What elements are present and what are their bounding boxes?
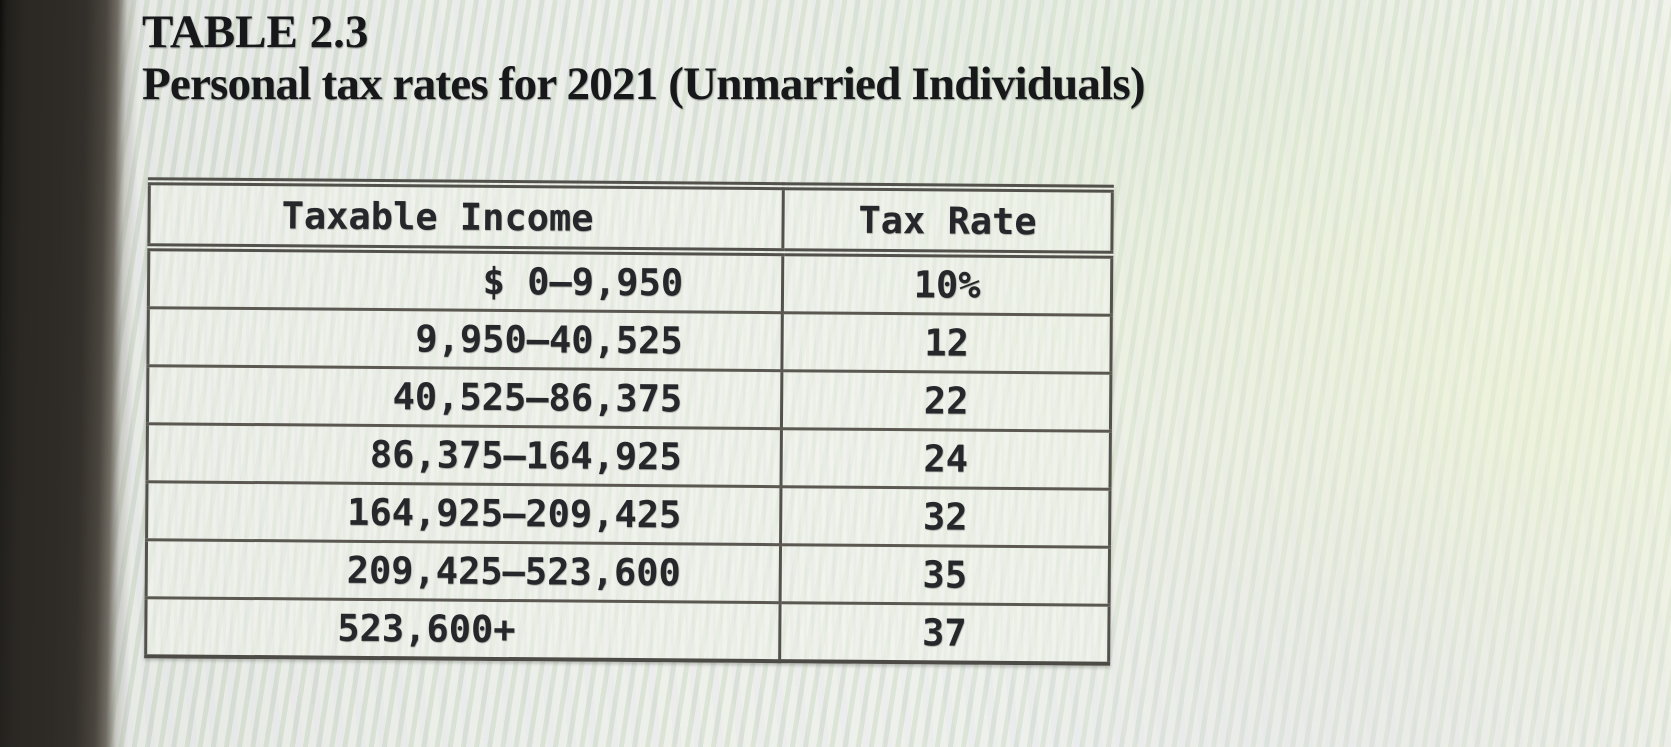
income-cell: 523,600+ <box>145 597 781 662</box>
screen-bezel-shadow <box>0 0 141 747</box>
rate-cell: 32 <box>780 486 1110 548</box>
income-cell: $ 0–9,950 <box>148 247 783 313</box>
rate-cell: 12 <box>781 312 1112 374</box>
tax-table-head: Taxable Income Tax Rate <box>148 181 1113 255</box>
table-row: 523,600+ 37 <box>145 597 1109 664</box>
rate-cell: 10% <box>782 252 1112 316</box>
table-number: TABLE 2.3 <box>142 6 369 58</box>
taxable-income-header: Taxable Income <box>148 181 784 253</box>
income-cell: 86,375–164,925 <box>147 423 782 487</box>
rate-cell: 24 <box>780 428 1111 490</box>
rate-cell: 37 <box>921 611 967 655</box>
table-row: $ 0–9,950 10% <box>148 247 1112 316</box>
income-cell: 209,425–523,600 <box>146 539 781 603</box>
header-row: Taxable Income Tax Rate <box>148 181 1113 255</box>
income-cell: 9,950–40,525 <box>147 307 783 371</box>
table-caption: TABLE 2.3 Personal tax rates for 2021 (U… <box>142 6 1146 111</box>
table-row: 9,950–40,525 12 <box>147 307 1112 374</box>
tax-rate-header: Tax Rate <box>782 186 1113 255</box>
income-cell: 164,925–209,425 <box>146 481 781 545</box>
table-row: 86,375–164,925 24 <box>147 423 1111 490</box>
rate-cell: 22 <box>781 370 1111 432</box>
table-row: 40,525–86,375 22 <box>147 365 1111 432</box>
tax-table: Taxable Income Tax Rate $ 0–9,950 10% 9,… <box>144 177 1114 666</box>
table-title: Personal tax rates for 2021 (Unmarried I… <box>142 58 1146 110</box>
tax-table-container: Taxable Income Tax Rate $ 0–9,950 10% 9,… <box>144 177 1114 666</box>
table-row: 209,425–523,600 35 <box>146 539 1110 606</box>
rate-cell: 35 <box>780 544 1110 606</box>
tax-table-body: $ 0–9,950 10% 9,950–40,525 12 40,525–86,… <box>145 247 1112 664</box>
income-cell: 40,525–86,375 <box>147 365 782 429</box>
table-row: 164,925–209,425 32 <box>146 481 1110 548</box>
